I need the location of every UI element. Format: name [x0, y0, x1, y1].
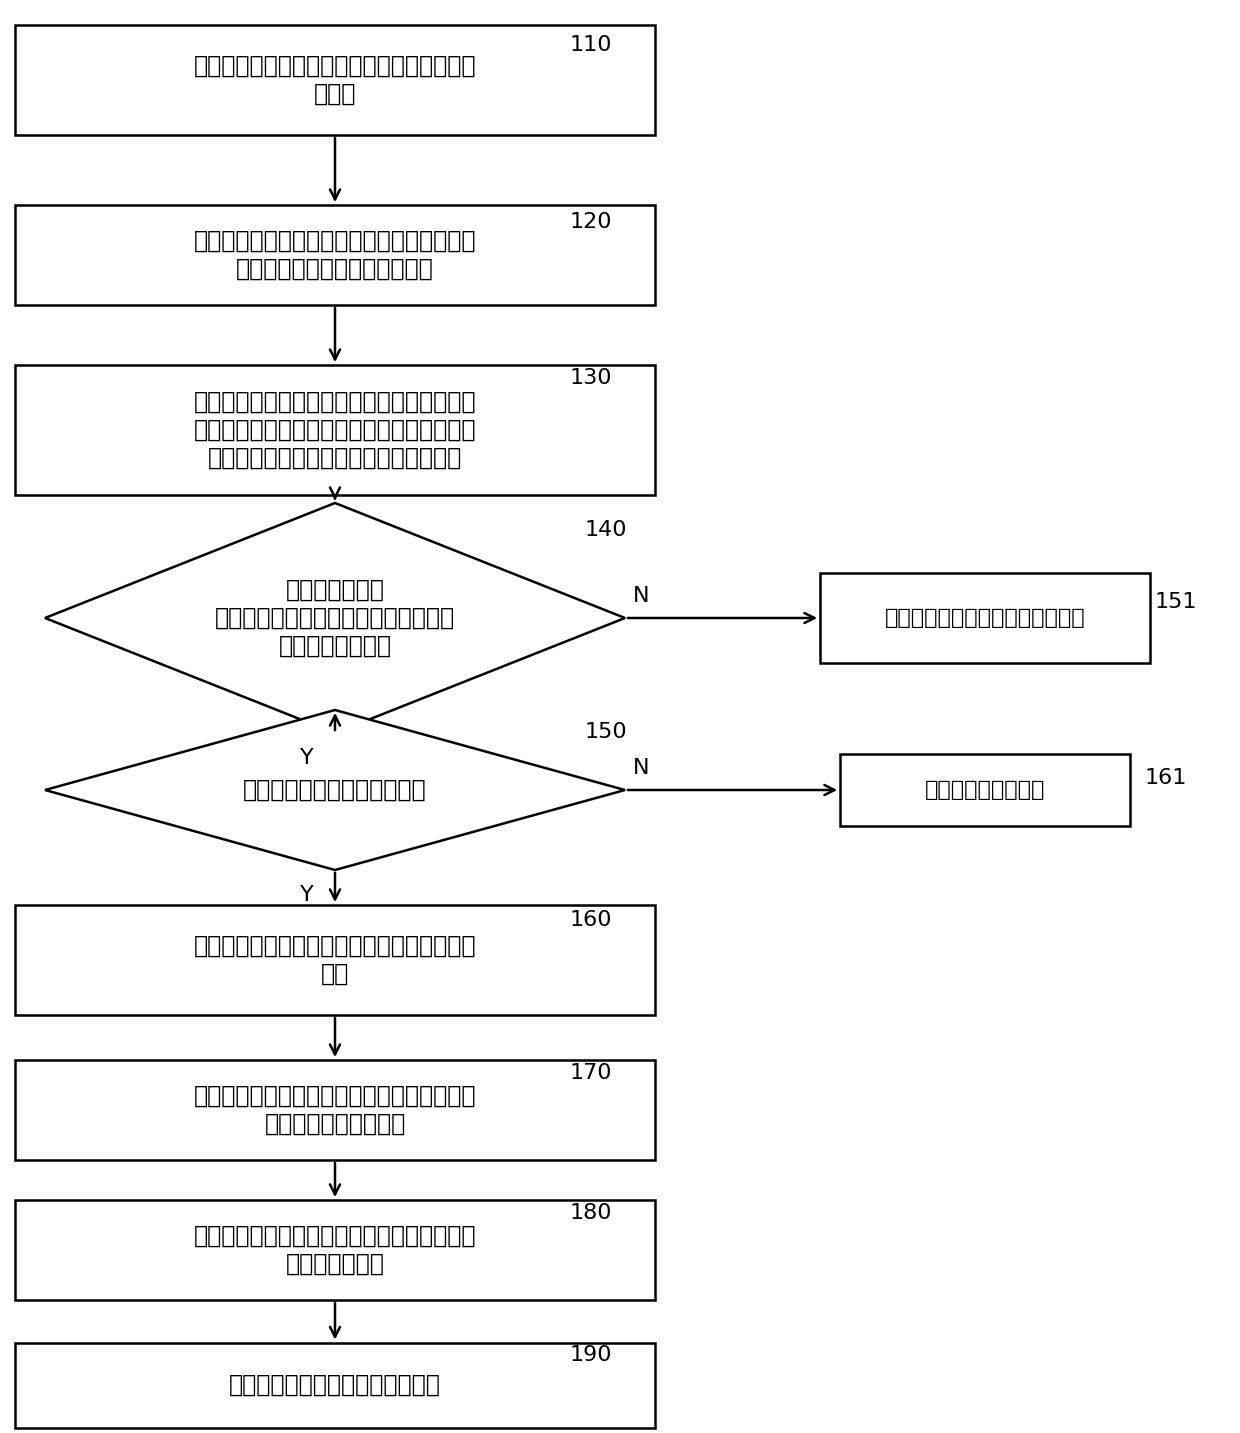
- Text: N: N: [632, 586, 650, 606]
- Bar: [15, 24, 655, 135]
- Text: 110: 110: [570, 34, 613, 54]
- Bar: [15, 1060, 655, 1159]
- Bar: [15, 205, 655, 305]
- Bar: [820, 573, 1149, 663]
- Text: 生成更换传感器的提示信息并输出: 生成更换传感器的提示信息并输出: [884, 608, 1085, 628]
- Text: 161: 161: [1145, 768, 1188, 788]
- Text: N: N: [632, 758, 650, 778]
- Text: 生成维护传感器的提示信息并输出: 生成维护传感器的提示信息并输出: [229, 1373, 441, 1397]
- Polygon shape: [45, 709, 625, 870]
- Text: 120: 120: [570, 212, 613, 232]
- Text: 智能恢复模块确定可替代异常传感器监测数值
的替代传感器监测数值: 智能恢复模块确定可替代异常传感器监测数值 的替代传感器监测数值: [193, 1085, 476, 1136]
- Text: 数据分析模块将恢复数据指令发送至智能恢复
模块: 数据分析模块将恢复数据指令发送至智能恢复 模块: [193, 934, 476, 986]
- Text: 151: 151: [1154, 592, 1198, 612]
- Bar: [839, 754, 1130, 825]
- Text: 确定每个传感器
实际工作寿命值是否在其相对应的传感
器寿命阈值范围内: 确定每个传感器 实际工作寿命值是否在其相对应的传感 器寿命阈值范围内: [215, 577, 455, 658]
- Text: 将正常传感器监测数值和替代传感器监测数值
发送至显示模块: 将正常传感器监测数值和替代传感器监测数值 发送至显示模块: [193, 1224, 476, 1275]
- Text: 180: 180: [570, 1202, 613, 1222]
- Text: 160: 160: [570, 910, 613, 930]
- Text: Y: Y: [300, 886, 314, 906]
- Bar: [15, 1343, 655, 1427]
- Text: 根据传感器实际工作寿命值和传感器预计工作
寿命值得到传感器寿命阈值范围，并根据传感
器寿命阈值范围生成并输出维护建议文档: 根据传感器实际工作寿命值和传感器预计工作 寿命值得到传感器寿命阈值范围，并根据传…: [193, 390, 476, 470]
- Bar: [15, 906, 655, 1015]
- Bar: [15, 365, 655, 494]
- Text: 130: 130: [570, 368, 613, 388]
- Text: 数据分析模块解析多个传感器工作状态参数，
得到多个传感器实际工作寿命值: 数据分析模块解析多个传感器工作状态参数， 得到多个传感器实际工作寿命值: [193, 229, 476, 281]
- Text: 140: 140: [585, 520, 627, 540]
- Text: 190: 190: [570, 1346, 613, 1366]
- Text: 170: 170: [570, 1063, 613, 1083]
- Text: 确定传感器监测数值是否异常: 确定传感器监测数值是否异常: [243, 778, 427, 802]
- Polygon shape: [45, 503, 625, 734]
- Text: 传感器监测模块对监测设备中的各个传感器进
行监测: 传感器监测模块对监测设备中的各个传感器进 行监测: [193, 54, 476, 106]
- Text: 生成报警信息并数据: 生成报警信息并数据: [925, 780, 1045, 800]
- Text: 150: 150: [585, 722, 627, 742]
- Text: Y: Y: [300, 748, 314, 768]
- Bar: [15, 1199, 655, 1300]
